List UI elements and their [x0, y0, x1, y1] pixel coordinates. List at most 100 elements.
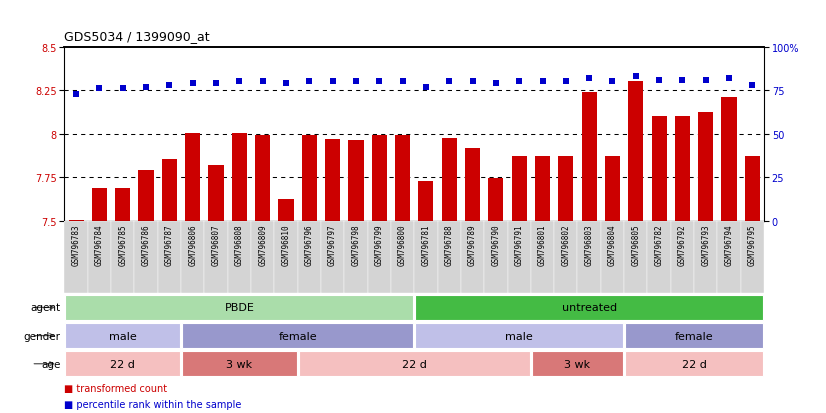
Bar: [577, 221, 601, 294]
Bar: [65, 323, 180, 349]
Text: GSM796783: GSM796783: [72, 223, 81, 265]
Text: 22 d: 22 d: [111, 359, 135, 369]
Point: [559, 79, 572, 85]
Point: [420, 84, 433, 91]
Text: GSM796795: GSM796795: [748, 223, 757, 265]
Point: [746, 83, 759, 89]
Point: [466, 79, 479, 85]
Bar: [349, 140, 363, 221]
Bar: [182, 351, 297, 377]
Point: [256, 79, 269, 85]
Bar: [162, 160, 177, 221]
Bar: [158, 221, 181, 294]
Point: [69, 91, 83, 98]
Bar: [64, 221, 88, 294]
Text: female: female: [278, 331, 317, 341]
Bar: [344, 221, 368, 294]
Point: [93, 86, 106, 93]
Bar: [208, 166, 224, 221]
Bar: [532, 351, 623, 377]
Bar: [372, 136, 387, 221]
Text: GSM796800: GSM796800: [398, 223, 407, 265]
Text: GSM796786: GSM796786: [141, 223, 150, 265]
Point: [279, 81, 292, 87]
Point: [536, 79, 549, 85]
Bar: [92, 188, 107, 221]
Bar: [465, 148, 480, 221]
Point: [513, 79, 526, 85]
Bar: [721, 98, 737, 221]
Bar: [652, 117, 667, 221]
Bar: [274, 221, 297, 294]
Text: GSM796781: GSM796781: [421, 223, 430, 265]
Point: [396, 79, 409, 85]
Bar: [605, 157, 620, 221]
Bar: [111, 221, 135, 294]
Bar: [629, 81, 643, 221]
Bar: [325, 140, 340, 221]
Bar: [582, 93, 596, 221]
Text: GSM796799: GSM796799: [375, 223, 384, 265]
Point: [676, 77, 689, 84]
Text: GSM796803: GSM796803: [585, 223, 594, 265]
Point: [489, 81, 502, 87]
Bar: [65, 351, 180, 377]
Text: GSM796808: GSM796808: [235, 223, 244, 265]
Point: [582, 76, 596, 82]
Text: GSM796790: GSM796790: [491, 223, 501, 265]
Text: gender: gender: [23, 331, 60, 341]
Text: GSM796802: GSM796802: [562, 223, 570, 265]
Text: GSM796805: GSM796805: [631, 223, 640, 265]
Text: GSM796809: GSM796809: [259, 223, 267, 265]
Text: GSM796792: GSM796792: [678, 223, 687, 265]
Text: agent: agent: [31, 303, 60, 313]
Text: untreated: untreated: [562, 303, 617, 313]
Text: GSM796797: GSM796797: [328, 223, 337, 265]
Text: GSM796798: GSM796798: [351, 223, 360, 265]
Bar: [65, 295, 413, 320]
Bar: [535, 157, 550, 221]
Bar: [278, 199, 293, 221]
Bar: [301, 136, 317, 221]
Text: female: female: [675, 331, 714, 341]
Bar: [741, 221, 764, 294]
Point: [629, 74, 643, 81]
Bar: [625, 323, 763, 349]
Text: GDS5034 / 1399090_at: GDS5034 / 1399090_at: [64, 31, 210, 43]
Text: GSM796788: GSM796788: [444, 223, 453, 265]
Bar: [415, 323, 623, 349]
Point: [443, 79, 456, 85]
Point: [373, 79, 386, 85]
Bar: [671, 221, 694, 294]
Text: GSM796782: GSM796782: [655, 223, 663, 265]
Text: GSM796791: GSM796791: [515, 223, 524, 265]
Bar: [694, 221, 718, 294]
Point: [116, 86, 130, 93]
Bar: [255, 136, 270, 221]
Bar: [418, 181, 434, 221]
Bar: [511, 157, 527, 221]
Point: [349, 79, 363, 85]
Text: GSM796801: GSM796801: [538, 223, 547, 265]
Bar: [298, 351, 530, 377]
Text: ■ percentile rank within the sample: ■ percentile rank within the sample: [64, 399, 242, 409]
Text: 22 d: 22 d: [401, 359, 427, 369]
Text: GSM796784: GSM796784: [95, 223, 104, 265]
Bar: [115, 188, 131, 221]
Bar: [461, 221, 484, 294]
Text: GSM796796: GSM796796: [305, 223, 314, 265]
Bar: [415, 221, 438, 294]
Point: [163, 83, 176, 89]
Bar: [624, 221, 648, 294]
Bar: [415, 295, 763, 320]
Point: [699, 77, 712, 84]
Text: GSM796787: GSM796787: [165, 223, 173, 265]
Bar: [625, 351, 763, 377]
Text: PBDE: PBDE: [225, 303, 254, 313]
Bar: [648, 221, 671, 294]
Bar: [675, 117, 690, 221]
Text: GSM796794: GSM796794: [724, 223, 733, 265]
Bar: [391, 221, 415, 294]
Bar: [554, 221, 577, 294]
Bar: [185, 133, 200, 221]
